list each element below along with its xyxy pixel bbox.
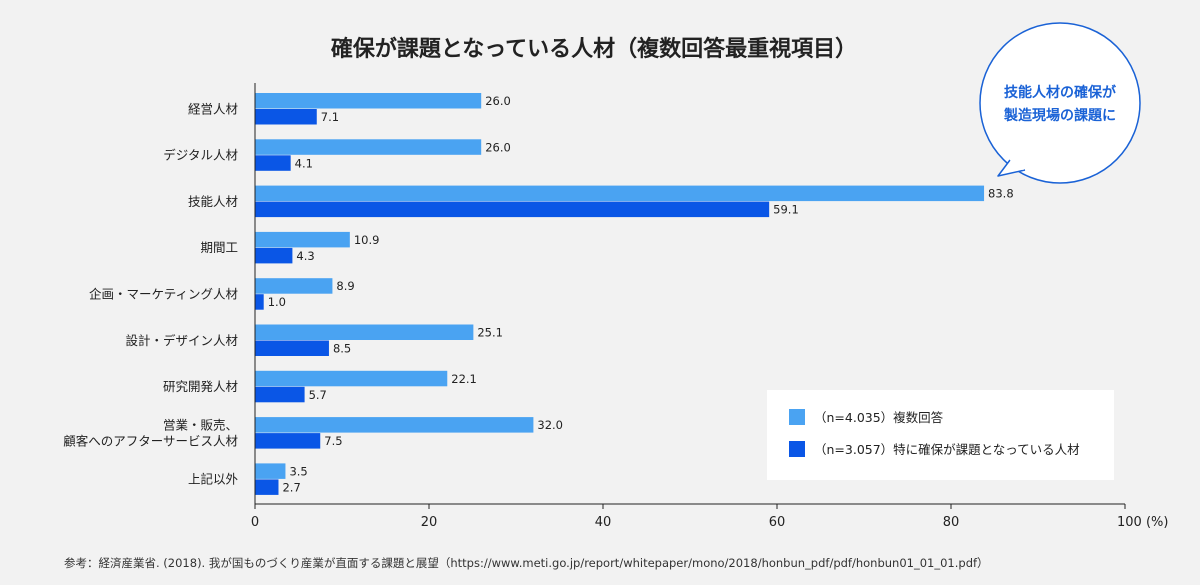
bar-multiple-answer: [255, 463, 286, 479]
x-tick-label: 40: [595, 515, 612, 530]
bar-value-label: 22.1: [451, 372, 477, 386]
bar-value-label: 8.5: [333, 342, 351, 356]
bar-multiple-answer: [255, 231, 350, 248]
bar-multiple-answer: [255, 139, 482, 155]
bar-value-label: 83.8: [988, 187, 1014, 201]
legend-box: [767, 390, 1114, 480]
bar-most-important: [255, 155, 291, 171]
x-tick-label: 0: [251, 515, 259, 530]
bar-value-label: 3.5: [289, 464, 307, 478]
bar-value-label: 8.9: [336, 279, 354, 293]
category-label: 企画・マーケティング人材: [89, 286, 238, 301]
callout-text: 技能人材の確保が: [1004, 84, 1117, 101]
x-tick-label: 60: [769, 515, 786, 530]
bar-value-label: 1.0: [268, 295, 286, 309]
bar-most-important: [255, 386, 305, 403]
bar-multiple-answer: [255, 185, 985, 202]
bar-most-important: [255, 479, 279, 495]
bar-multiple-answer: [255, 93, 482, 109]
callout-text: 製造現場の課題に: [1003, 107, 1116, 124]
x-tick-label: 20: [421, 515, 438, 530]
category-label: 期間工: [200, 240, 238, 255]
bar-most-important: [255, 201, 770, 218]
bar-value-label: 2.7: [282, 480, 300, 494]
legend-swatch: [789, 409, 805, 425]
category-label: 営業・販売、: [163, 417, 238, 432]
bar-value-label: 10.9: [354, 233, 380, 247]
legend-label: （n=3.057）特に確保が課題となっている人材: [814, 442, 1080, 457]
bar-most-important: [255, 247, 293, 264]
bar-multiple-answer: [255, 324, 474, 340]
chart-title: 確保が課題となっている人材（複数回答最重視項目）: [331, 36, 857, 62]
legend: （n=4.035）複数回答 （n=3.057）特に確保が課題となっている人材: [767, 390, 1114, 480]
category-label: 経営人材: [188, 101, 238, 116]
category-label: 技能人材: [188, 194, 238, 209]
category-label: 上記以外: [188, 472, 239, 487]
bar-most-important: [255, 433, 321, 449]
bar-most-important: [255, 109, 317, 125]
bar-most-important: [255, 294, 264, 310]
bar-value-label: 59.1: [773, 203, 799, 217]
category-label: 設計・デザイン人材: [125, 333, 238, 348]
bar-value-label: 7.1: [321, 110, 339, 124]
legend-swatch: [789, 441, 805, 457]
category-label: 顧客へのアフターサービス人材: [63, 433, 238, 448]
callout-tail: [997, 159, 1026, 177]
bar-value-label: 26.0: [485, 94, 511, 108]
x-tick-label: 80: [943, 515, 960, 530]
bar-value-label: 26.0: [485, 140, 511, 154]
bar-value-label: 4.1: [295, 156, 313, 170]
bars-layer: 経営人材 26.0 7.1 デジタル人材 26.0 4.1 技能人材 83.8 59.1 期間工 1…: [63, 93, 1014, 495]
x-axis: 0 20 40 60 80 100 (%): [251, 83, 1168, 530]
category-label: 研究開発人材: [163, 379, 238, 394]
bar-multiple-answer: [255, 278, 333, 294]
source-note: 参考：経済産業省. (2018). 我が国ものづくり産業が直面する課題と展望（h…: [64, 556, 989, 570]
legend-label: （n=4.035）複数回答: [814, 410, 944, 425]
bar-most-important: [255, 340, 329, 356]
bar-multiple-answer: [255, 370, 448, 387]
bar-value-label: 32.0: [537, 418, 563, 432]
bar-value-label: 25.1: [477, 326, 503, 340]
bar-value-label: 4.3: [296, 249, 314, 263]
category-label: デジタル人材: [163, 148, 238, 163]
callout-circle: [979, 22, 1141, 184]
bar-multiple-answer: [255, 417, 534, 433]
bar-value-label: 7.5: [324, 434, 342, 448]
bar-value-label: 5.7: [309, 388, 327, 402]
x-tick-label: 100 (%): [1117, 515, 1168, 530]
callout-tail-mask: [1010, 157, 1025, 171]
